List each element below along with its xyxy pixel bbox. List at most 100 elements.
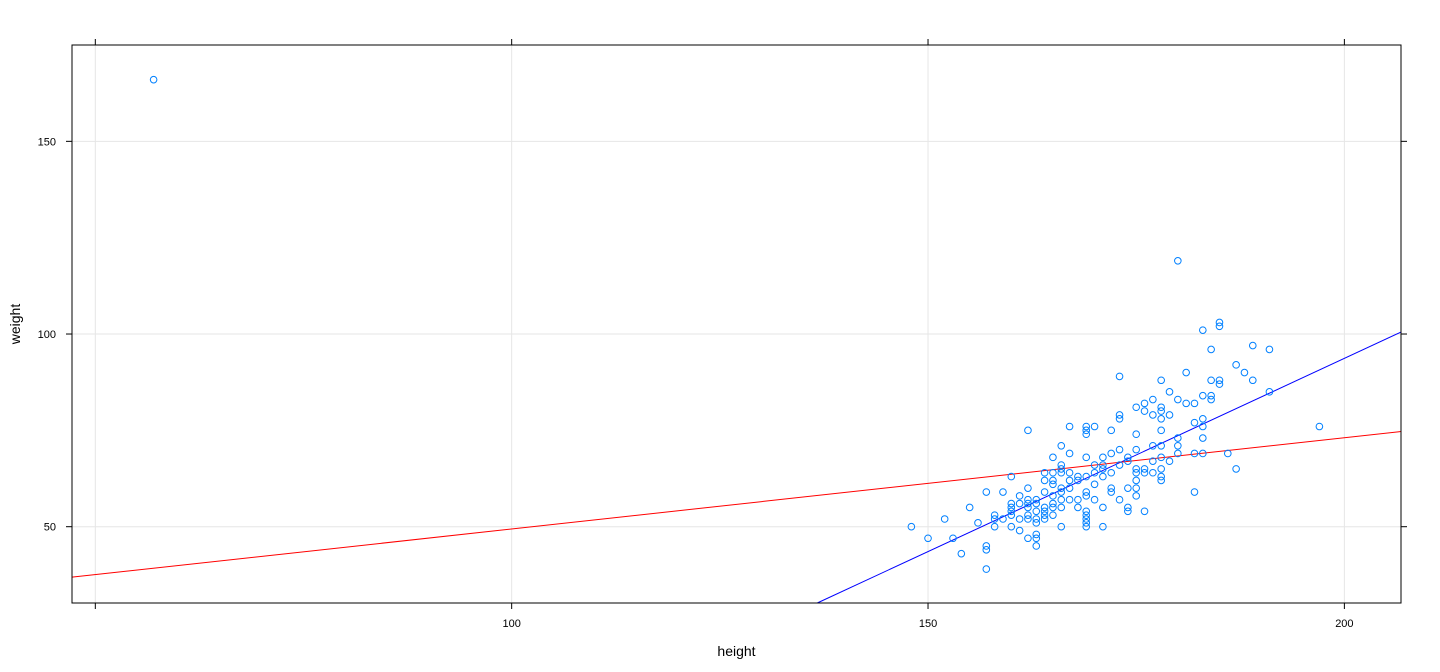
data-point [1099,472,1107,481]
data-points [149,75,1324,573]
data-point [1065,495,1074,504]
data-point [1049,453,1057,462]
data-point [1024,503,1032,512]
data-point [1265,345,1274,354]
data-point [1174,449,1182,458]
data-point [1065,468,1074,477]
data-point [1174,395,1182,404]
data-point [1007,511,1016,519]
data-point [1157,441,1165,450]
data-point [1174,441,1182,450]
data-point [957,549,966,558]
data-point [1032,507,1041,516]
data-point [1057,461,1066,469]
y-tick-label: 100 [38,329,56,341]
data-point [1040,468,1049,477]
data-point [1190,399,1199,408]
data-point [990,522,999,531]
data-point [1199,434,1207,442]
data-point [1040,503,1049,512]
data-point [1082,453,1091,462]
data-point [1007,522,1016,531]
data-point [1149,457,1157,465]
data-point [1082,472,1091,481]
data-point [1223,449,1232,458]
data-point [940,515,949,523]
data-point [1024,484,1032,492]
data-point [999,488,1007,496]
data-point [1157,476,1165,485]
data-point [1215,376,1224,385]
data-point [1057,488,1066,496]
data-point [1132,445,1140,454]
data-point [1024,495,1032,504]
data-point [1065,476,1074,485]
data-point [1040,515,1049,523]
red-fit-line [71,431,1402,578]
data-point [1157,453,1165,462]
data-point [1115,372,1124,381]
data-point [1248,376,1257,385]
data-point [1199,391,1207,400]
data-point [1165,411,1174,419]
data-point [1032,519,1041,527]
data-point [1099,461,1107,469]
data-point [1082,515,1091,523]
data-point [1115,445,1124,454]
data-point [1090,495,1099,504]
data-point [1007,507,1016,516]
data-point [1215,322,1224,331]
x-tick-label: 150 [919,618,937,630]
data-point [1132,430,1140,439]
data-point [1082,430,1091,439]
data-point [1065,449,1074,458]
data-point [1007,472,1016,481]
data-point [1032,515,1041,523]
axis-ticks: 100 150 200 50 100 150 [38,39,1407,630]
data-point [1140,407,1149,415]
data-point [1065,422,1074,431]
data-point [1182,368,1190,377]
x-tick-label: 200 [1335,618,1353,630]
data-point [1032,495,1041,504]
data-point [1157,472,1165,481]
data-point [1040,476,1049,485]
data-point [1140,468,1149,477]
data-point [1015,499,1024,508]
data-point [1057,465,1066,473]
data-point [982,488,991,496]
data-point [1074,476,1082,485]
data-point [1215,380,1224,388]
blue-fit-line [817,331,1402,604]
data-point [907,522,916,531]
data-point [1190,418,1199,427]
data-point [1082,422,1091,431]
data-point [1049,492,1057,500]
data-point [1199,449,1207,458]
data-point [1215,318,1224,327]
data-point [1082,492,1091,500]
data-point [1124,457,1132,465]
data-point [1207,376,1215,385]
plot-frame [71,44,1402,604]
data-point [1115,414,1124,423]
x-tick-label: 100 [502,618,520,630]
data-point [1149,395,1157,404]
data-point [990,511,999,519]
data-point [999,515,1007,523]
data-point [1049,480,1057,489]
regression-lines [71,331,1402,604]
data-point [1124,453,1132,462]
data-point [1099,453,1107,462]
data-point [1248,341,1257,350]
data-point [1040,507,1049,516]
data-point [1074,472,1082,481]
data-point [1049,499,1057,508]
data-point [1132,468,1140,477]
data-point [1024,426,1032,435]
data-point [990,515,999,523]
data-point [1199,422,1207,431]
data-point [1174,434,1182,442]
data-point [1099,503,1107,512]
